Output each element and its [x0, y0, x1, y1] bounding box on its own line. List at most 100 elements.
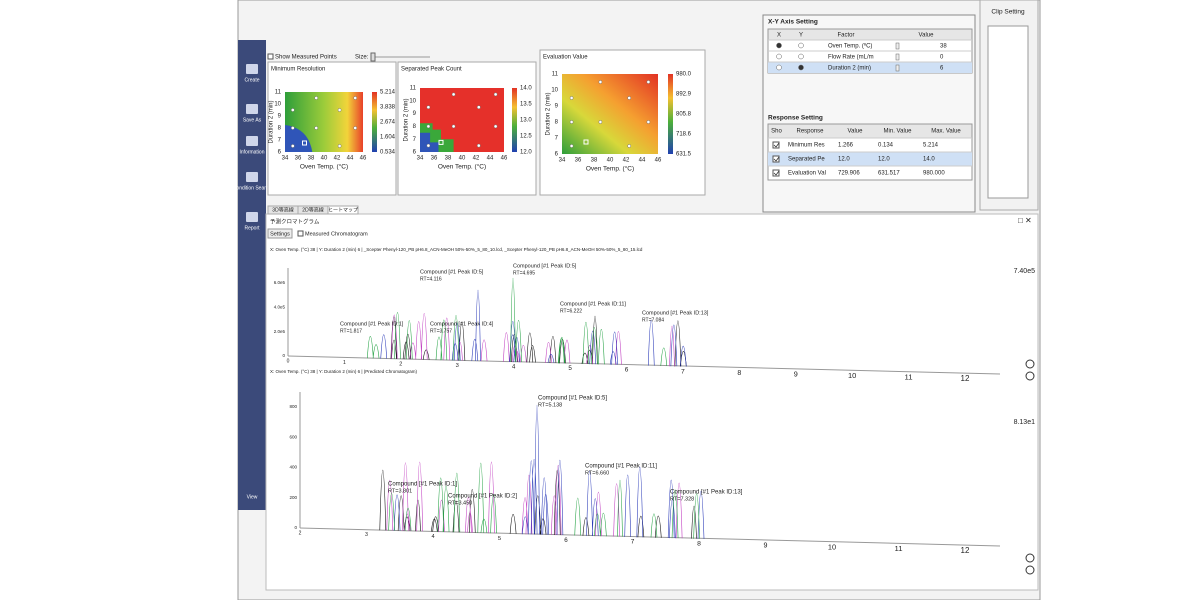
chromatogram-header: X: Oven Temp. (°C) 38 | Y: Duration 2 (m… — [270, 247, 643, 252]
colorbar-label: 631.5 — [676, 152, 692, 158]
button[interactable] — [267, 228, 293, 239]
response-cell: 12.0 — [878, 157, 890, 163]
y-tick-label: 800 — [289, 404, 297, 409]
y-tick-label: 9 — [278, 114, 282, 120]
x-tick-label: 6 — [564, 537, 568, 544]
checkbox[interactable] — [297, 230, 304, 237]
y-tick-label: 10 — [409, 98, 416, 104]
radio-button[interactable] — [776, 53, 782, 60]
radio-button[interactable] — [776, 42, 782, 49]
zoom-button[interactable] — [1025, 553, 1035, 563]
scale-label: 8.13e1 — [1014, 419, 1036, 426]
check-mark — [773, 156, 780, 162]
column-header: X — [777, 33, 781, 39]
selected-row — [768, 62, 972, 73]
checkbox[interactable] — [772, 155, 780, 163]
sidebar-icon[interactable] — [246, 212, 258, 222]
radio-button[interactable] — [776, 64, 782, 71]
sidebar-button[interactable]: Report — [244, 225, 260, 231]
peak-name: Compound [#1 Peak ID:11] — [585, 464, 657, 470]
response-cell: Evaluation Val — [788, 171, 826, 177]
value-slider[interactable] — [895, 64, 900, 72]
sidebar-button[interactable]: Save As — [243, 117, 262, 123]
zoom-button[interactable] — [1025, 371, 1035, 381]
sidebar-icon[interactable] — [246, 64, 258, 74]
zoom-button[interactable] — [1025, 565, 1035, 575]
x-tick-label: 44 — [487, 156, 494, 162]
colorbar-label: 0.534 — [380, 150, 396, 156]
x-tick-label: 12 — [961, 374, 970, 383]
x-tick-label: 44 — [347, 156, 354, 162]
x-tick-label: 0 — [287, 358, 290, 364]
slider-thumb[interactable] — [370, 52, 376, 62]
response-cell: 729.906 — [838, 171, 860, 177]
check-mark — [773, 170, 780, 176]
section-title: Response Setting — [768, 115, 823, 122]
peak-rt: RT=6.222 — [560, 308, 582, 314]
peak-name: Compound [#1 Peak ID:5] — [538, 396, 607, 402]
tab-label[interactable]: 3D等高線 — [272, 206, 293, 213]
section-title: X-Y Axis Setting — [768, 19, 818, 26]
response-cell: 12.0 — [838, 157, 850, 163]
button-label[interactable]: Settings — [270, 231, 290, 237]
peak-rt: RT=3.450 — [448, 500, 472, 506]
x-tick-label: 8 — [737, 370, 741, 377]
x-axis-label: Oven Temp. (°C) — [438, 163, 486, 171]
x-tick-label: 5 — [568, 365, 572, 372]
peak-rt: RT=7.084 — [642, 317, 664, 323]
measured-point — [627, 144, 632, 148]
x-tick-label: 10 — [828, 542, 836, 551]
value-slider[interactable] — [895, 53, 900, 61]
colorbar-label: 1.604 — [380, 135, 396, 141]
colorbar — [372, 92, 377, 152]
sidebar-button[interactable]: Information — [239, 149, 264, 155]
radio-button[interactable] — [798, 53, 804, 60]
measured-point — [314, 126, 319, 130]
checkbox[interactable] — [772, 169, 780, 177]
colorbar — [668, 74, 673, 154]
factor-value: 0 — [940, 55, 944, 61]
zoom-button[interactable] — [1025, 359, 1035, 369]
radio-button[interactable] — [798, 64, 804, 71]
x-tick-label: 40 — [607, 158, 614, 164]
peak-rt: RT=1.817 — [340, 328, 362, 334]
x-tick-label: 9 — [764, 541, 768, 549]
selected-row — [768, 152, 972, 166]
sidebar-button[interactable]: Condition Search — [233, 185, 272, 191]
measured-point — [426, 105, 431, 109]
radio-button[interactable] — [798, 42, 804, 49]
y-tick-label: 2.0e5 — [274, 329, 286, 334]
peak-name: Compound [#1 Peak ID:13] — [670, 490, 743, 496]
checkbox[interactable] — [267, 53, 274, 60]
tab[interactable] — [327, 205, 359, 215]
peak-name: Compound [#1 Peak ID:11] — [560, 301, 626, 307]
panel-title: Evaluation Value — [543, 55, 588, 61]
x-tick-label: 44 — [639, 158, 646, 164]
tab-label[interactable]: 2D等高線 — [302, 206, 323, 213]
sidebar-icon[interactable] — [246, 136, 258, 146]
factor-name: Duration 2 (min) — [828, 66, 871, 72]
x-tick-label: 7 — [681, 368, 685, 375]
checkbox[interactable] — [772, 141, 780, 149]
sidebar-icon[interactable] — [246, 104, 258, 114]
column-header: Max. Value — [931, 129, 961, 135]
sidebar-button[interactable]: Create — [244, 77, 259, 83]
x-tick-label: 42 — [473, 156, 480, 162]
x-tick-label: 42 — [334, 156, 341, 162]
response-cell: Separated Pe — [788, 157, 825, 163]
x-tick-label: 4 — [431, 534, 434, 540]
peak-rt: RT=4.695 — [513, 270, 535, 276]
measured-point — [438, 139, 444, 145]
tab-label[interactable]: ヒートマップ — [328, 207, 358, 213]
sidebar-button[interactable]: View — [247, 494, 258, 500]
response-cell: Minimum Res — [788, 143, 825, 149]
sidebar-icon[interactable] — [246, 172, 258, 182]
value-slider[interactable] — [895, 42, 900, 50]
x-tick-label: 10 — [848, 371, 856, 380]
y-axis-label: Duration 2 (min) — [546, 92, 552, 135]
x-axis-label: Oven Temp. (°C) — [586, 165, 634, 173]
x-tick-label: 3 — [365, 532, 368, 538]
measured-point — [583, 139, 589, 145]
peak-name: Compound [#1 Peak ID:5] — [420, 269, 484, 275]
y-tick-label: 400 — [289, 465, 297, 470]
